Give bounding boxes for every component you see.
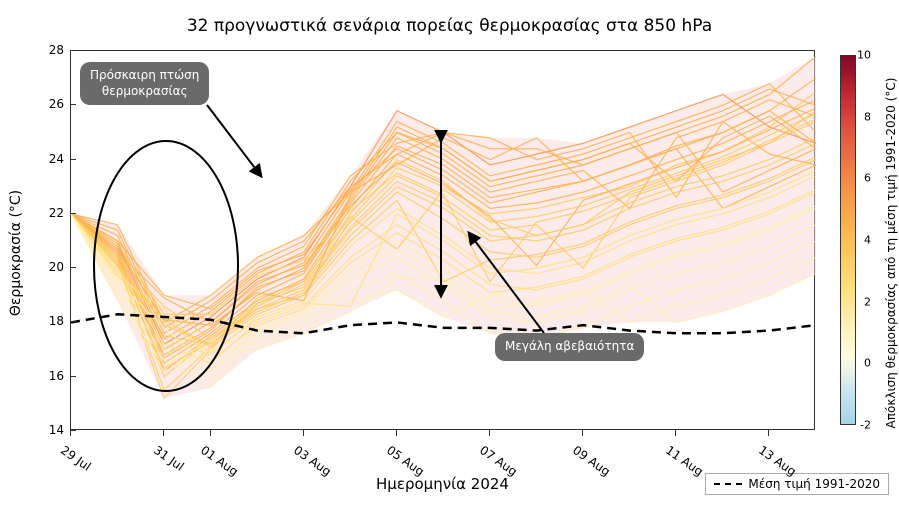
xtick-label: 29 Jul — [58, 443, 94, 474]
ytick-label: 20 — [49, 260, 64, 274]
plot-area — [70, 50, 815, 430]
xtick-label: 05 Aug — [384, 443, 427, 479]
ytick-label: 28 — [49, 43, 64, 57]
legend-line-icon — [714, 483, 742, 485]
chart-title: 32 προγνωστικά σενάρια πορείας θερμοκρασ… — [0, 16, 899, 36]
colorbar-tick: 0 — [864, 357, 871, 370]
legend-label: Μέση τιμή 1991-2020 — [748, 477, 880, 491]
annotation-arrow — [207, 105, 261, 176]
xtick-label: 01 Aug — [198, 443, 241, 479]
colorbar-tick: -2 — [860, 419, 871, 432]
annotation-uncertainty: Μεγάλη αβεβαιότητα — [495, 333, 644, 361]
colorbar — [840, 55, 856, 425]
colorbar-tick: 10 — [857, 49, 871, 62]
annotation-temp-drop: Πρόσκαιρη πτώσηθερμοκρασίας — [80, 62, 209, 105]
xtick-label: 31 Jul — [151, 443, 187, 474]
xtick-label: 03 Aug — [291, 443, 334, 479]
ytick-label: 26 — [49, 97, 64, 111]
ytick-label: 16 — [49, 369, 64, 383]
colorbar-tick: 6 — [864, 172, 871, 185]
y-axis-label: Θερμοκρασία (°C) — [8, 189, 24, 315]
xtick-label: 09 Aug — [570, 443, 613, 479]
xtick-label: 11 Aug — [663, 443, 706, 479]
ytick-label: 24 — [49, 152, 64, 166]
ytick-label: 14 — [49, 423, 64, 437]
colorbar-tick: 4 — [864, 234, 871, 247]
xtick-label: 07 Aug — [477, 443, 520, 479]
ytick-label: 22 — [49, 206, 64, 220]
ytick-label: 18 — [49, 314, 64, 328]
colorbar-tick: 8 — [864, 110, 871, 123]
legend: Μέση τιμή 1991-2020 — [705, 473, 889, 495]
x-axis-label: Ημερομηνία 2024 — [70, 475, 815, 493]
colorbar-tick: 2 — [864, 295, 871, 308]
colorbar-label: Απόκλιση θερμοκρασίας από τη μέση τιμή 1… — [884, 77, 898, 428]
